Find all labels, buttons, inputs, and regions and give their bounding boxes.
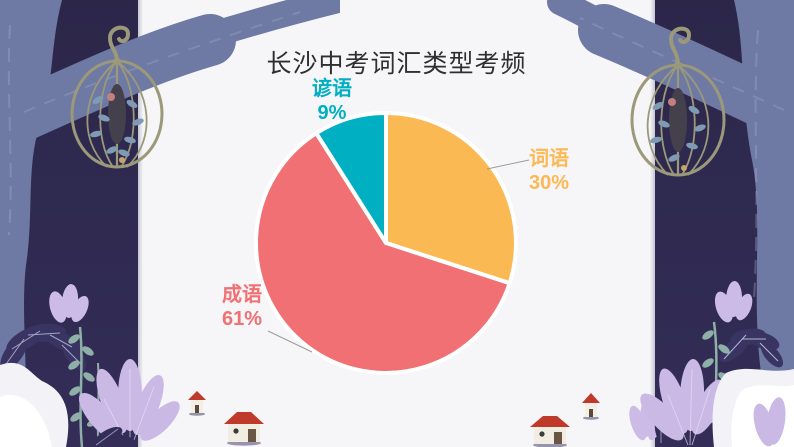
pie-label-ciyu-value: 30%: [529, 172, 570, 194]
pie-label-chengyu-name: 成语: [222, 284, 262, 306]
pie-label-ciyu: 词语 30%: [529, 147, 599, 195]
tiny-house-right-icon: [582, 393, 600, 420]
pie-label-yanyu-value: 9%: [317, 102, 347, 124]
pie-slice-0: [384, 111, 518, 286]
pie-chart: [253, 110, 518, 375]
page-edge-right: [650, 0, 655, 447]
pie-slice-2: [314, 110, 388, 245]
pie-label-yanyu-name: 谚语: [312, 78, 352, 100]
pie-label-chengyu-value: 61%: [221, 308, 263, 330]
house-left-icon: [224, 412, 264, 446]
leader-line-chengyu: [267, 330, 313, 353]
page-edge-left: [138, 0, 143, 447]
pie-label-yanyu: 谚语 9%: [296, 77, 368, 125]
pie-slice-1: [253, 131, 512, 375]
house-right-icon: [530, 416, 570, 447]
pie-label-ciyu-name: 词语: [529, 148, 569, 170]
tiny-house-left-icon: [188, 391, 206, 416]
leader-line-ciyu: [486, 159, 530, 170]
pie-label-chengyu: 成语 61%: [214, 283, 270, 331]
